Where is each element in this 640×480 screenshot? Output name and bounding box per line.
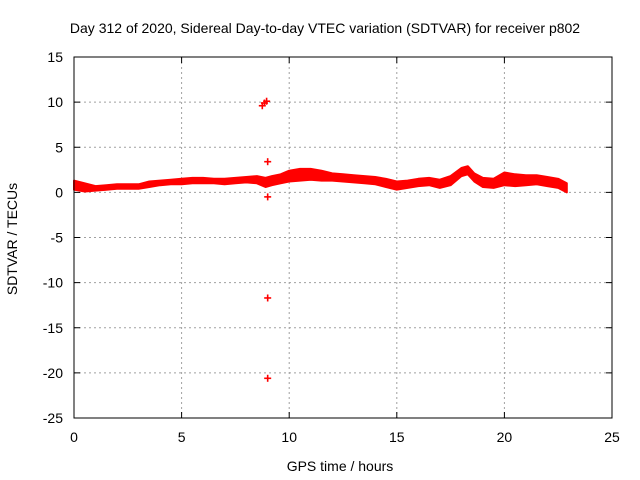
y-tick-label: -5 (51, 230, 64, 246)
y-tick-label: -25 (43, 410, 63, 426)
x-tick-label: 25 (604, 429, 620, 445)
y-tick-label: 10 (47, 94, 63, 110)
outlier-marker (263, 97, 271, 105)
x-tick-label: 10 (281, 429, 297, 445)
y-tick-label: 0 (55, 184, 63, 200)
axis-ticks: 0 5 10 15 20 25 -25 -20 -15 -10 -5 0 5 10 15 (43, 49, 620, 445)
x-tick-label: 15 (389, 429, 405, 445)
x-tick-label: 5 (178, 429, 186, 445)
outlier-marker (264, 193, 272, 201)
sdtvar-band (73, 165, 568, 194)
outlier-marker (264, 158, 272, 166)
y-tick-label: 5 (55, 139, 63, 155)
x-tick-label: 0 (70, 429, 78, 445)
outlier-marker (264, 374, 272, 382)
data-markers (258, 97, 272, 382)
y-axis-label: SDTVAR / TECUs (4, 183, 20, 295)
y-tick-label: 15 (47, 49, 63, 65)
y-tick-label: -10 (43, 275, 63, 291)
x-axis-label: GPS time / hours (287, 458, 394, 474)
y-tick-label: -15 (43, 320, 63, 336)
chart-title: Day 312 of 2020, Sidereal Day-to-day VTE… (70, 20, 580, 36)
y-tick-label: -20 (43, 365, 63, 381)
x-tick-label: 20 (497, 429, 513, 445)
outlier-marker (264, 294, 272, 302)
data-band (73, 165, 568, 194)
grid-lines (74, 57, 612, 418)
